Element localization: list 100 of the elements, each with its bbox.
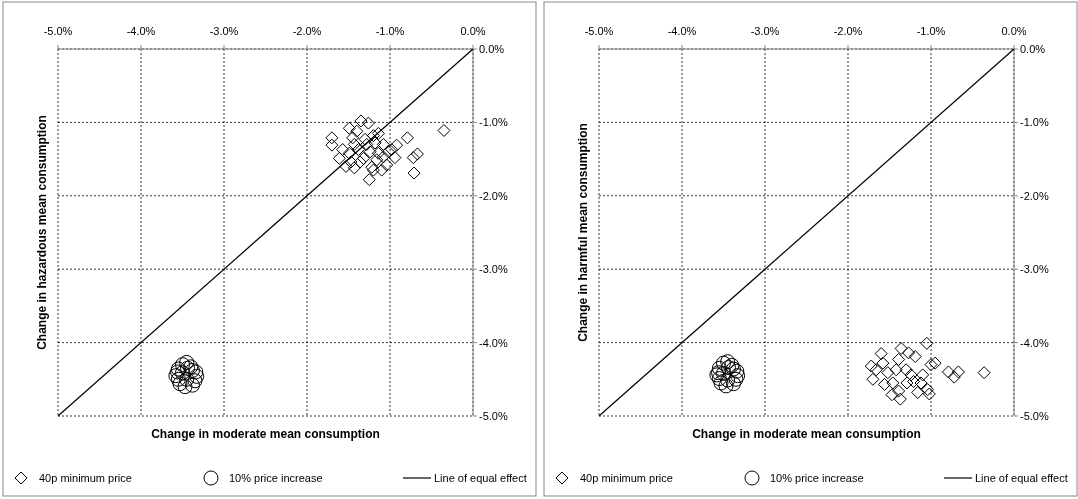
y-tick-label: -5.0%	[479, 410, 508, 422]
point	[400, 131, 414, 145]
x-tick-label: -2.0%	[292, 25, 322, 37]
point	[725, 376, 741, 392]
point	[347, 137, 361, 151]
point	[354, 114, 368, 128]
legend-label: 10% price increase	[229, 472, 323, 484]
point	[347, 161, 361, 175]
point	[869, 363, 883, 377]
point	[375, 163, 389, 177]
x-axis-title: Change in moderate mean consumption	[692, 427, 921, 441]
point	[716, 365, 731, 381]
point	[371, 126, 385, 140]
point	[380, 158, 394, 172]
point	[376, 137, 390, 151]
point	[189, 368, 205, 384]
point	[366, 129, 380, 143]
point	[407, 166, 421, 180]
point	[725, 361, 741, 377]
point	[866, 372, 880, 386]
y-tick-label: -1.0%	[1020, 116, 1049, 129]
point	[720, 360, 736, 376]
point	[177, 379, 193, 395]
point	[353, 155, 367, 169]
point	[175, 365, 190, 381]
point	[188, 364, 204, 380]
point	[904, 368, 918, 382]
point	[885, 388, 899, 402]
point	[358, 132, 372, 146]
point	[878, 377, 892, 391]
point	[886, 376, 900, 390]
x-tick-label: -4.0%	[667, 25, 697, 37]
y-tick-label: -2.0%	[479, 189, 508, 202]
y-tick-label: -2.0%	[1020, 189, 1049, 202]
point	[362, 173, 376, 187]
point	[346, 131, 360, 145]
point	[977, 366, 991, 380]
point	[325, 131, 339, 145]
point	[921, 383, 935, 397]
y-tick-label: -4.0%	[1020, 336, 1049, 349]
y-tick-label: 0.0%	[479, 43, 505, 55]
point	[410, 147, 424, 161]
legend-label: Line of equal effect	[975, 472, 1068, 484]
point	[179, 354, 195, 370]
point	[342, 146, 356, 160]
point	[908, 350, 922, 364]
y-tick-label: -3.0%	[1020, 263, 1049, 276]
point	[371, 146, 385, 160]
x-tick-label: 0.0%	[1001, 25, 1027, 37]
point	[941, 365, 955, 379]
point	[363, 145, 377, 159]
point	[718, 378, 734, 394]
point	[344, 155, 358, 169]
point	[900, 376, 914, 390]
point	[916, 368, 930, 382]
x-tick-label: -5.0%	[584, 25, 614, 37]
y-tick-label: -5.0%	[1020, 410, 1049, 422]
point	[172, 376, 188, 392]
y-tick-label: -3.0%	[479, 263, 508, 276]
point	[351, 143, 365, 157]
legend-label: Line of equal effect	[434, 472, 527, 484]
point	[361, 116, 375, 130]
point	[390, 138, 404, 152]
point	[892, 384, 906, 398]
point	[907, 375, 921, 388]
point	[370, 153, 384, 167]
point	[864, 359, 878, 373]
x-tick-label: -3.0%	[750, 25, 780, 37]
point	[184, 377, 200, 393]
point	[922, 387, 936, 401]
point	[716, 355, 731, 371]
y-axis-title: Change in harmful mean consumption	[576, 123, 590, 342]
point	[724, 357, 740, 373]
x-tick-label: -4.0%	[126, 25, 156, 37]
point	[711, 360, 727, 376]
point	[899, 363, 913, 377]
point	[356, 151, 370, 165]
point	[325, 138, 339, 152]
point	[893, 392, 907, 406]
point	[902, 346, 916, 360]
point	[187, 373, 203, 389]
point	[388, 151, 402, 165]
point	[720, 354, 736, 370]
point	[376, 150, 390, 164]
x-tick-label: -3.0%	[209, 25, 239, 37]
point	[175, 357, 190, 373]
point	[713, 375, 729, 391]
y-tick-label: -4.0%	[479, 336, 508, 349]
point	[729, 363, 745, 379]
x-tick-label: -1.0%	[916, 25, 946, 37]
point	[360, 137, 374, 151]
y-tick-label: 0.0%	[1020, 43, 1046, 55]
point	[385, 143, 399, 157]
legend-label: 40p minimum price	[580, 472, 673, 484]
point	[951, 365, 965, 379]
point	[928, 356, 942, 370]
point	[381, 145, 395, 159]
y-axis-title: Change in hazardous mean consumption	[35, 115, 49, 350]
point	[874, 347, 888, 361]
legend-label: 40p minimum price	[39, 472, 132, 484]
